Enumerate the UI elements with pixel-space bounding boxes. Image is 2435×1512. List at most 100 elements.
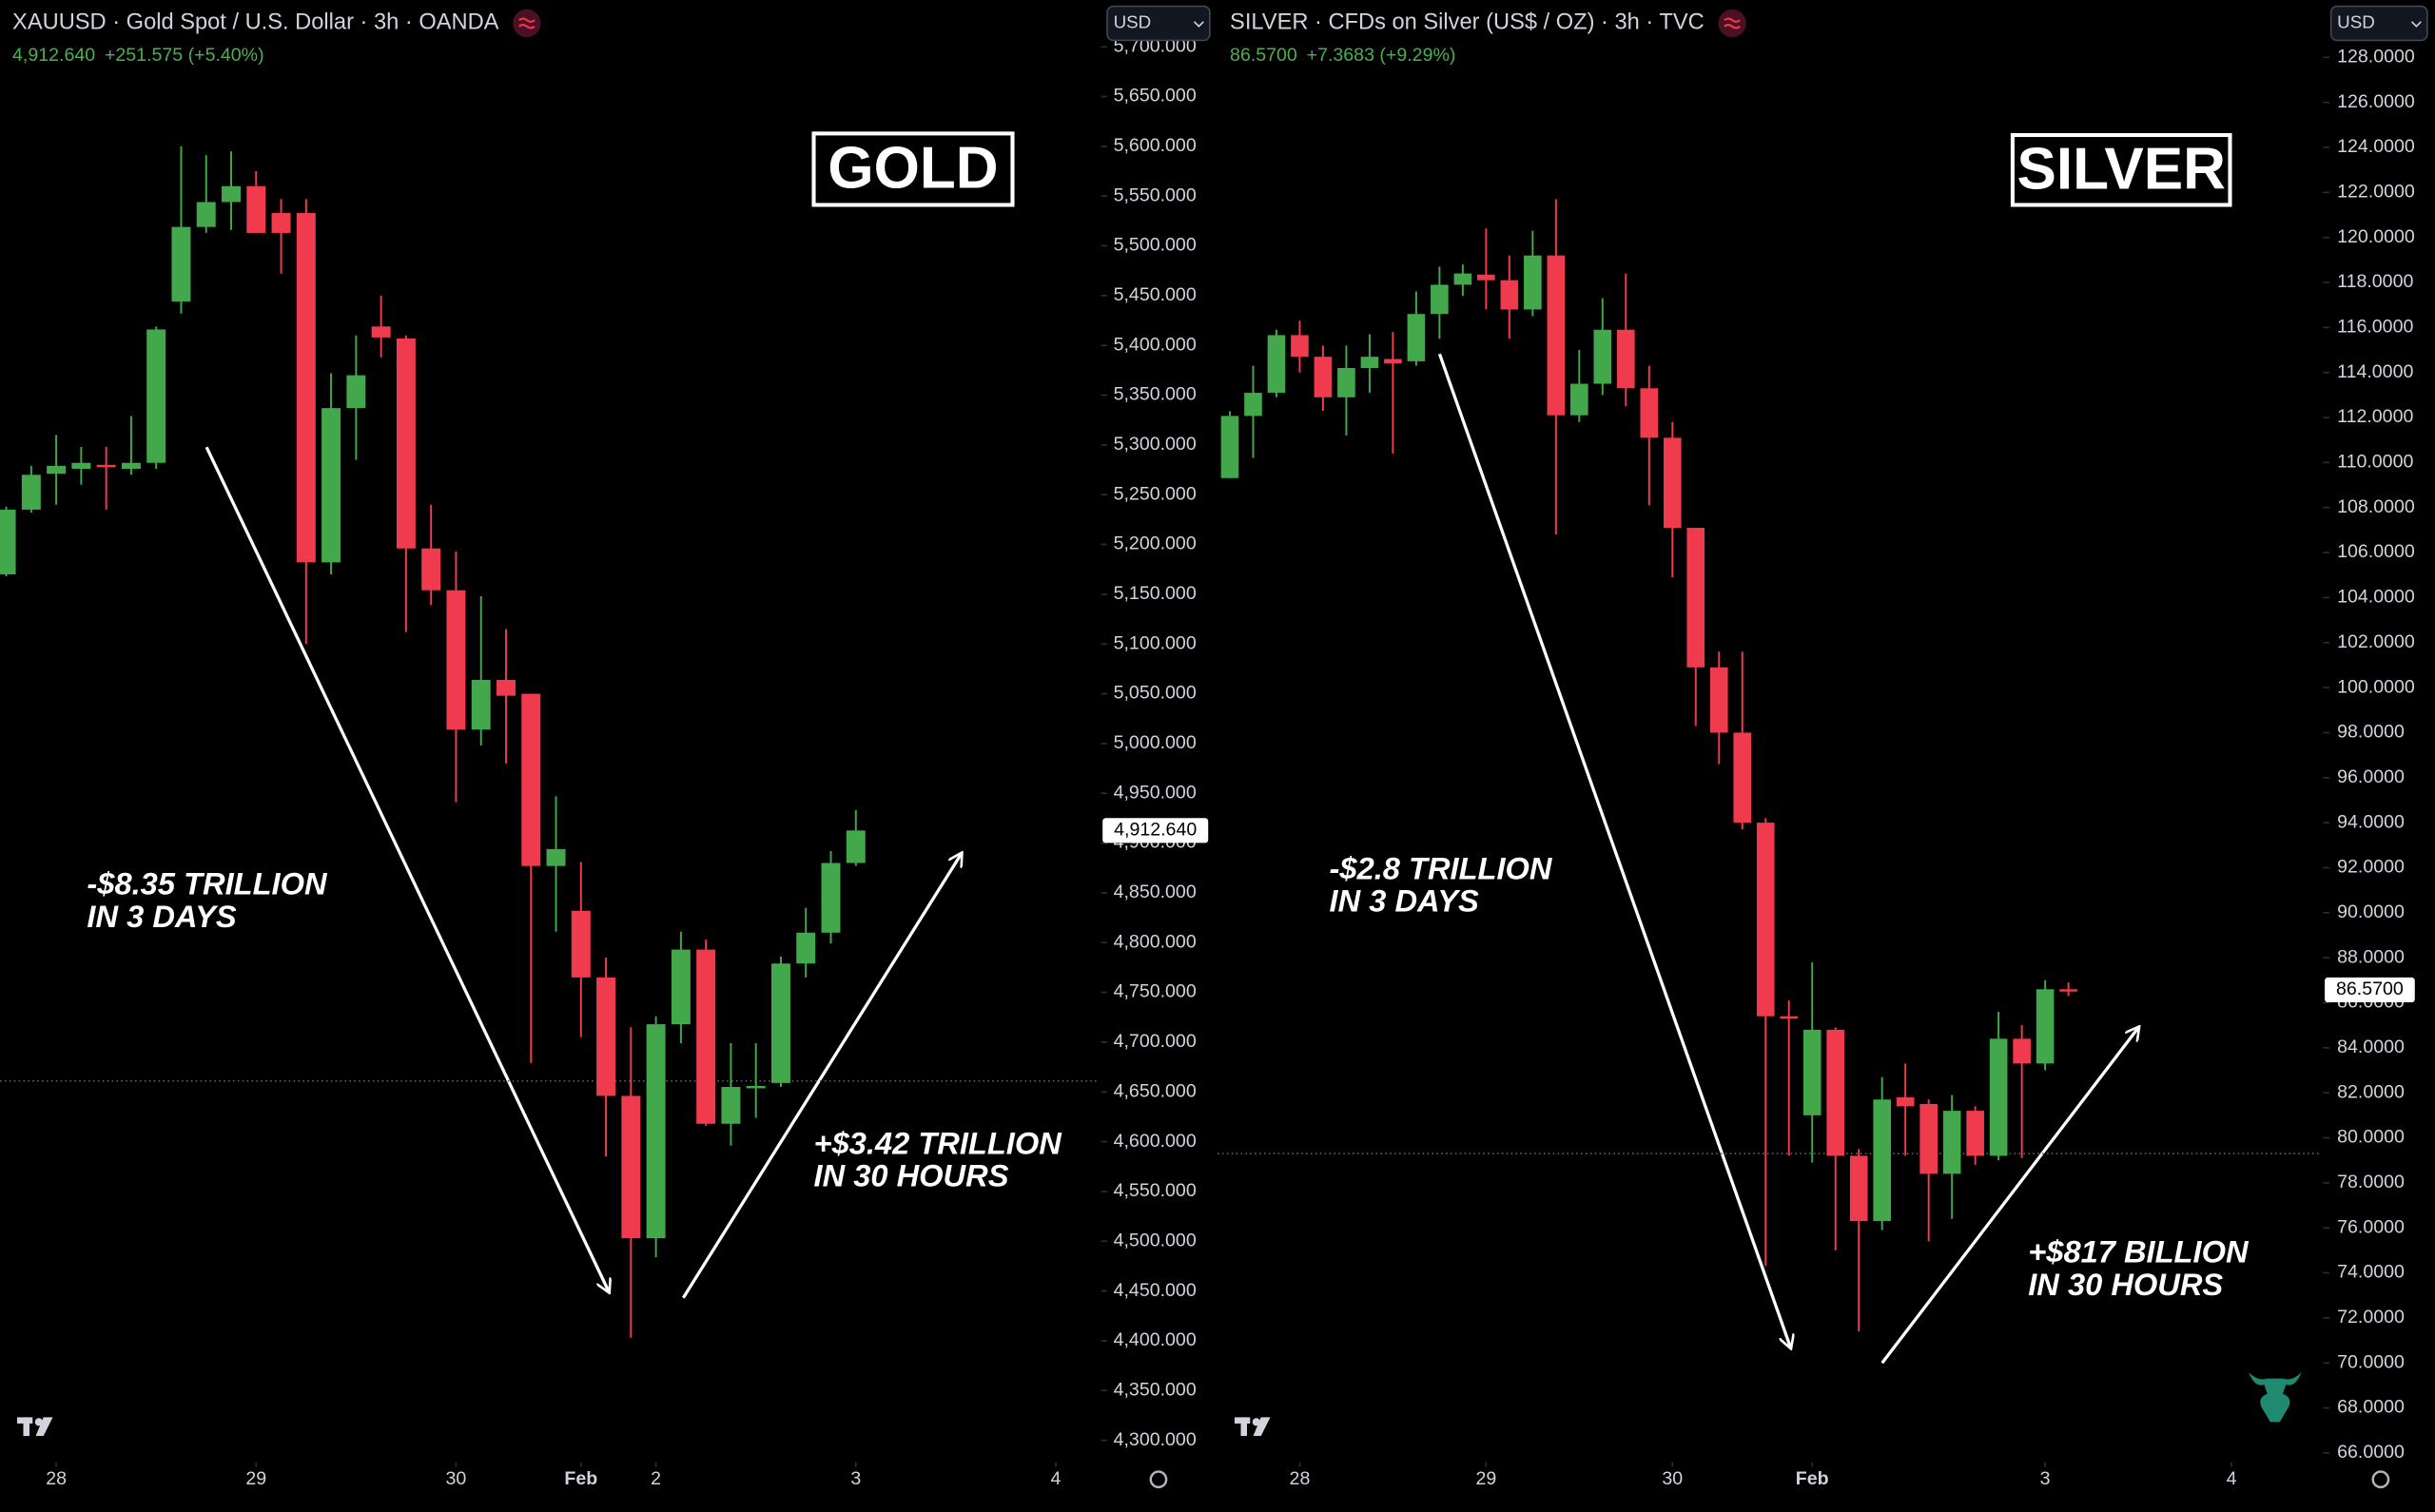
y-tick-label: 108.0000 (2337, 496, 2415, 517)
candle-body (1220, 416, 1239, 478)
candle-body (1709, 667, 1728, 733)
x-tick-label: Feb (1796, 1468, 1829, 1489)
chart-panel: 4,300.000 4,350.000 4,400.000 4,450.000 4,50… (0, 5, 1211, 1489)
price-tag-label: 86.5700 (2336, 979, 2404, 999)
currency-selector[interactable]: USD (1106, 5, 1211, 42)
candle-body (1966, 1111, 1984, 1156)
candle-body (1942, 1111, 1961, 1174)
candle-body (121, 462, 141, 470)
price-tag (2325, 977, 2415, 1003)
symbol-title: XAUUSD · Gold Spot / U.S. Dollar · 3h · … (12, 10, 499, 35)
candle-body (1337, 367, 1355, 397)
y-tick-label: 5,250.000 (1114, 483, 1197, 504)
candle-body (1570, 383, 1588, 416)
y-tick-label: 74.0000 (2337, 1262, 2405, 1283)
candle-body (1733, 732, 1752, 824)
y-tick-label: 128.0000 (2337, 47, 2415, 68)
x-tick-label: 29 (1475, 1468, 1496, 1489)
y-tick-label: 76.0000 (2337, 1216, 2405, 1237)
candle-body (696, 949, 716, 1124)
y-tick-label: 5,000.000 (1114, 732, 1197, 753)
candle-body (2013, 1038, 2031, 1064)
candle-body (546, 848, 566, 866)
dropdown-caret (1193, 21, 1204, 28)
y-tick-label: 82.0000 (2337, 1081, 2405, 1102)
y-tick-label: 66.0000 (2337, 1442, 2405, 1463)
candle-body (1477, 274, 1495, 281)
candle-body (497, 679, 516, 696)
y-tick-label: 4,700.000 (1114, 1031, 1197, 1052)
currency-label: USD (2337, 11, 2375, 31)
annotation: -$8.35 TRILLION (87, 866, 328, 901)
y-tick-label: 5,400.000 (1114, 334, 1197, 355)
candle-body (71, 462, 91, 470)
y-tick-label: 110.0000 (2337, 452, 2413, 473)
asset-label: SILVER (2017, 136, 2226, 202)
x-tick-label: 30 (1662, 1468, 1683, 1489)
candle-body (1826, 1029, 1845, 1156)
tv-logo (16, 1417, 53, 1437)
y-tick-label: 92.0000 (2337, 857, 2405, 878)
y-tick-label: 118.0000 (2337, 271, 2413, 292)
y-tick-label: 72.0000 (2337, 1307, 2405, 1328)
candle-body (770, 963, 790, 1083)
y-tick-label: 96.0000 (2337, 766, 2405, 787)
arrow (205, 446, 609, 1291)
y-tick-label: 5,600.000 (1114, 135, 1197, 156)
currency-box (1106, 5, 1211, 42)
price-tag-label: 4,912.640 (1114, 820, 1197, 841)
candle-body (1640, 388, 1659, 438)
settings-icon[interactable] (2371, 1470, 2390, 1489)
currency-box (2329, 5, 2428, 42)
y-tick-label: 114.0000 (2337, 361, 2413, 382)
status-icon (513, 9, 541, 38)
candle-body (396, 338, 416, 549)
candle-body (2036, 989, 2055, 1064)
candle-body (346, 375, 366, 409)
arrow (1880, 1028, 2138, 1365)
candle-body (1500, 280, 1519, 310)
candle-body (2059, 989, 2077, 992)
symbol-title: SILVER · CFDs on Silver (US$ / OZ) · 3h … (1230, 10, 1704, 35)
candle-body (721, 1087, 741, 1124)
y-tick-label: 4,950.000 (1114, 782, 1197, 803)
candle-body (296, 212, 316, 563)
currency-selector[interactable]: USD (2329, 5, 2428, 42)
candle-body (1244, 393, 1262, 417)
candle-body (1291, 335, 1309, 358)
candle-body (1896, 1096, 1915, 1107)
candle-body (47, 465, 67, 475)
candle-body (1453, 273, 1472, 285)
candle-body (471, 679, 491, 730)
y-tick-label: 4,850.000 (1114, 882, 1197, 902)
annotation: +$817 BILLION (2028, 1234, 2250, 1270)
annotation: +$3.42 TRILLION (814, 1125, 1063, 1160)
price-tag (1102, 818, 1209, 843)
annotation: IN 3 DAYS (1330, 883, 1479, 919)
y-tick-label: 88.0000 (2337, 946, 2405, 967)
settings-icon[interactable] (1149, 1470, 1168, 1489)
arrow (681, 854, 961, 1299)
y-tick-label: 106.0000 (2337, 541, 2415, 562)
candle-body (846, 830, 866, 863)
chart-panel: 66.0000 68.0000 70.0000 72.0000 74.0000 76.00… (1218, 5, 2428, 1489)
y-tick-label: 5,300.000 (1114, 434, 1197, 455)
y-tick-label: 120.0000 (2337, 226, 2415, 247)
bull-icon (2249, 1372, 2302, 1423)
x-tick-label: 2 (651, 1468, 661, 1489)
candle-body (1314, 357, 1333, 397)
candle-body (96, 464, 116, 468)
y-tick-label: 94.0000 (2337, 811, 2405, 832)
y-tick-label: 4,600.000 (1114, 1131, 1197, 1152)
candle-body (421, 548, 441, 591)
annotation: IN 3 DAYS (87, 899, 236, 934)
arrow (1437, 353, 1790, 1347)
candle-body (1919, 1103, 1938, 1174)
y-tick-label: 90.0000 (2337, 901, 2405, 922)
candle-body (1524, 255, 1542, 310)
candle-body (146, 329, 166, 463)
candle-body (321, 408, 341, 563)
